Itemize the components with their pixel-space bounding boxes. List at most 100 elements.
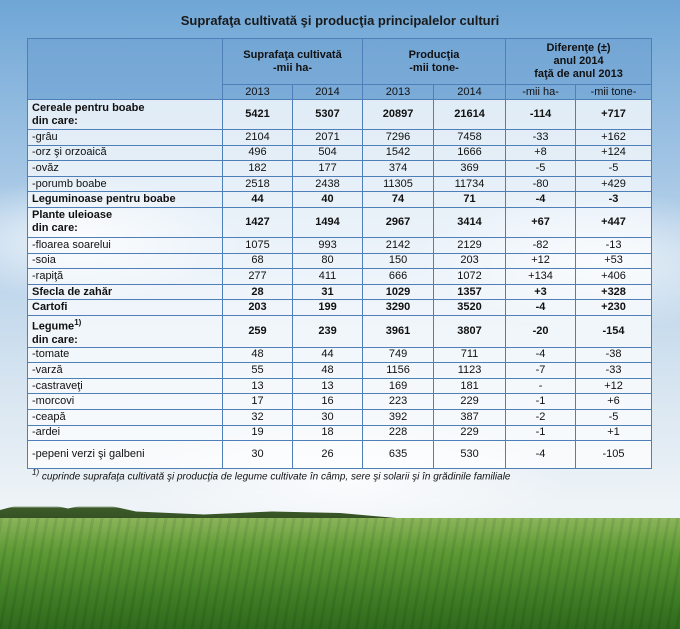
cell: 182 — [222, 160, 293, 177]
cell: +8 — [505, 144, 577, 162]
cell: -82 — [505, 236, 577, 254]
header-line: Diferenţe (±) — [546, 42, 611, 54]
table-row: -morcovi 17 16 223 229 -1 +6 — [27, 393, 653, 410]
table-row: -tomate 48 44 749 711 -4 -38 — [27, 346, 653, 364]
row-label: Cereale pentru boabe din care: — [27, 99, 223, 130]
cell: 7296 — [362, 129, 435, 146]
subheader: -mii tone- — [575, 84, 653, 100]
cell: 1427 — [222, 206, 293, 238]
table-row: -ceapă 32 30 392 387 -2 -5 — [27, 408, 653, 426]
cell: 48 — [222, 346, 293, 364]
label-text: -soia — [32, 254, 56, 267]
label-sub: din care: — [32, 222, 78, 235]
cell: -3 — [575, 191, 653, 208]
cell: 18 — [291, 424, 364, 442]
label-text: Legume — [32, 320, 75, 333]
cell: +134 — [505, 268, 577, 285]
cell: -33 — [505, 129, 577, 146]
row-label: -ovăz — [27, 160, 223, 177]
cell: 3290 — [362, 299, 435, 316]
cell: -4 — [505, 191, 577, 208]
cell: 1123 — [433, 362, 507, 379]
header-line: -mii ha- — [272, 61, 313, 74]
row-label: -porumb boabe — [27, 175, 223, 193]
cell: 277 — [222, 268, 293, 285]
cell: 13 — [291, 377, 364, 395]
cell: -13 — [575, 236, 653, 254]
table-row: -varză 55 48 1156 1123 -7 -33 — [27, 362, 653, 379]
cell: 32 — [222, 408, 293, 426]
table-row: -castraveţi 13 13 169 181- +12 — [27, 377, 653, 395]
label-text: Leguminoase pentru boabe — [32, 193, 176, 206]
cell: -154 — [575, 314, 653, 348]
cell: 387 — [433, 408, 507, 426]
subheader: 2014 — [433, 84, 507, 100]
label-text: -ceapă — [32, 410, 66, 423]
cell: 11305 — [362, 175, 435, 193]
cell: 2967 — [362, 206, 435, 238]
cell: 993 — [291, 236, 364, 254]
cell: 177 — [291, 160, 364, 177]
cell: +717 — [575, 99, 653, 130]
row-label: -ceapă — [27, 408, 223, 426]
subheader: 2013 — [362, 84, 435, 100]
cell: 26 — [291, 440, 364, 470]
cell: -2 — [505, 408, 577, 426]
label-text: -pepeni verzi şi galbeni — [32, 448, 145, 461]
cell: 1156 — [362, 362, 435, 379]
cell: 28 — [222, 283, 293, 301]
cell: 392 — [362, 408, 435, 426]
cell: 74 — [362, 191, 435, 208]
cell: 150 — [362, 252, 435, 270]
label-text: -orz şi orzoaică — [32, 146, 107, 159]
cell: 3520 — [433, 299, 507, 316]
row-label: Plante uleioase din care: — [27, 206, 223, 238]
cell: 16 — [291, 393, 364, 410]
table-row: -ardei 19 18 228 229 -1 +1 — [27, 424, 653, 442]
cell: 199 — [291, 299, 364, 316]
subheader: 2014 — [291, 84, 364, 100]
data-table: Suprafaţa cultivată -mii ha- Producţia -mii… — [27, 38, 653, 470]
table-row: -ovăz 182 177 374 369 -5 -5 — [27, 160, 653, 177]
cell: -7 — [505, 362, 577, 379]
label-text: Plante uleioase — [32, 209, 113, 222]
row-label: -pepeni verzi şi galbeni — [27, 440, 223, 470]
header-line: -mii tone- — [409, 61, 459, 74]
table-header: Suprafaţa cultivată -mii ha- Producţia -mii… — [27, 38, 653, 100]
header-line: faţă de anul 2013 — [534, 68, 623, 80]
cell: 228 — [362, 424, 435, 442]
header-line: anul 2014 — [553, 55, 604, 67]
row-label: -varză — [27, 362, 223, 379]
cell: 169 — [362, 377, 435, 395]
table-row: -floarea soarelui 1075 993 2142 2129 -82 -13 — [27, 236, 653, 254]
cell: -80 — [505, 175, 577, 193]
cell: +328 — [575, 283, 653, 301]
table-row: -rapiţă 277 411 666 1072 +134 +406 — [27, 268, 653, 285]
footnote-text: cuprinde suprafaţa cultivată şi producţi… — [41, 471, 511, 483]
cell: -105 — [575, 440, 653, 470]
cell: 203 — [433, 252, 507, 270]
cell: 30 — [222, 440, 293, 470]
title: Suprafaţa cultivată şi producţia princip… — [180, 13, 500, 28]
subheader: 2013 — [222, 84, 293, 100]
cell: 1075 — [222, 236, 293, 254]
cell: 1029 — [362, 283, 435, 301]
subheader: -mii ha- — [505, 84, 577, 100]
cell: -4 — [505, 299, 577, 316]
cell: 369 — [433, 160, 507, 177]
cell: 55 — [222, 362, 293, 379]
cell: 2518 — [222, 175, 293, 193]
subheader-row: 2013 2014 2013 2014 -mii ha- -mii tone- — [28, 84, 653, 100]
label-text: -castraveţi — [32, 379, 83, 392]
table-row: Plante uleioase din care: 1427 1494 2967 3414… — [27, 206, 653, 238]
cell: +53 — [575, 252, 653, 270]
row-label: Sfecla de zahăr — [27, 283, 223, 301]
cell: 20897 — [362, 99, 435, 130]
cell: 71 — [433, 191, 507, 208]
row-label: -floarea soarelui — [27, 236, 223, 254]
table-row: -soia 68 80 150 203 +12 +53 — [27, 252, 653, 270]
row-label: Legume1) din care: — [27, 314, 223, 348]
cell: 21614 — [433, 99, 507, 130]
